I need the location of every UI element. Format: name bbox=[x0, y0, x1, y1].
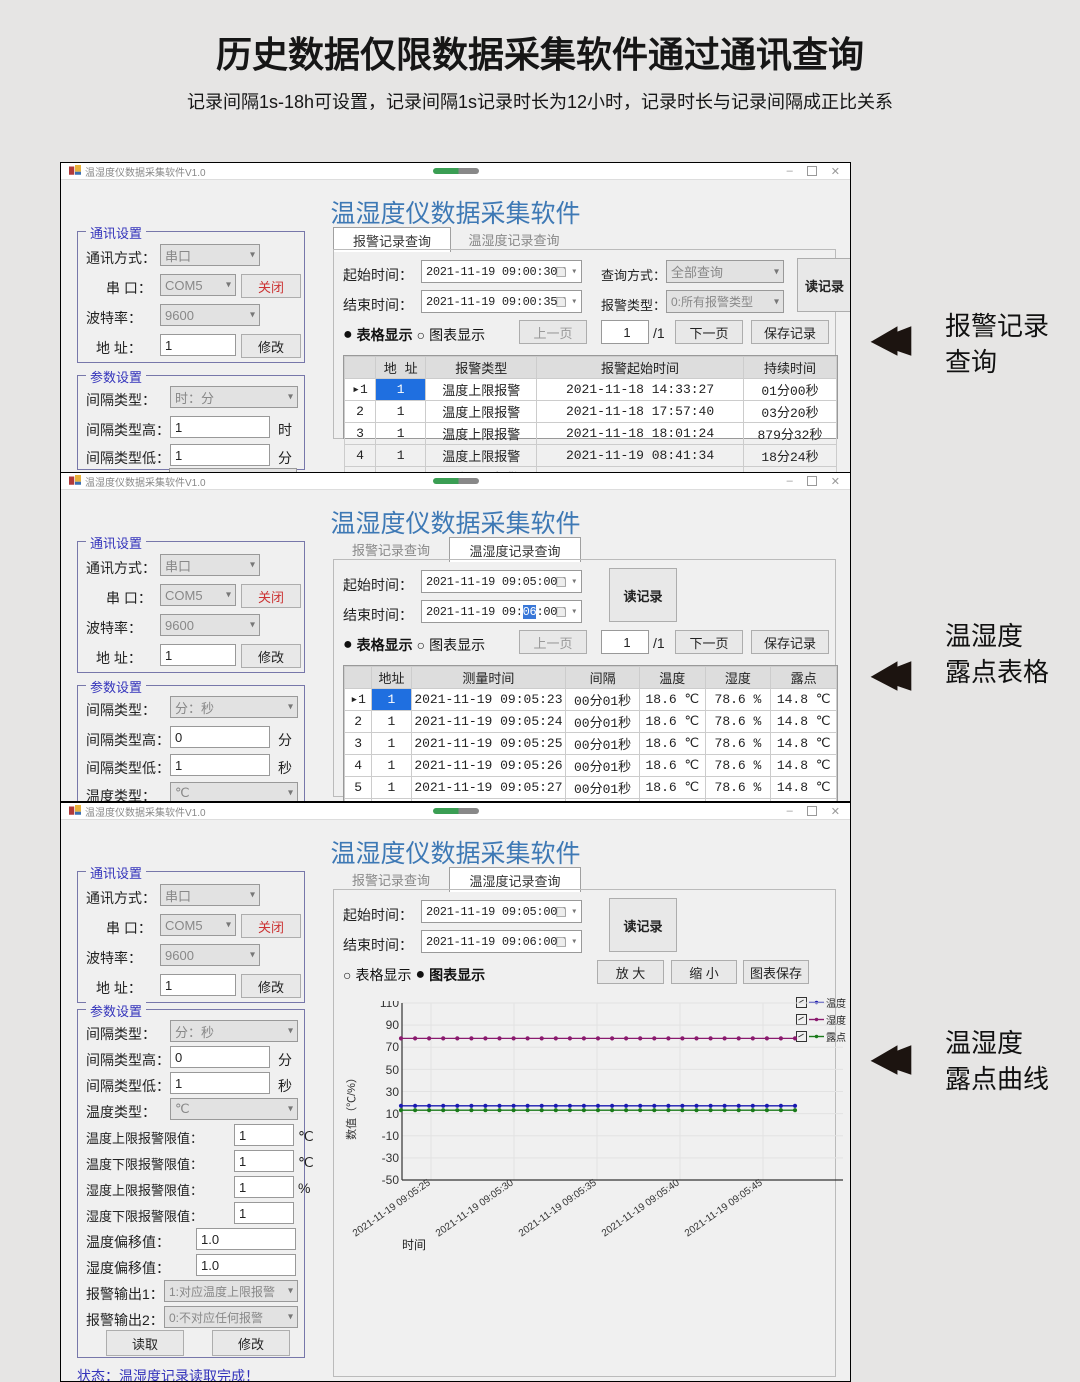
svg-text:10: 10 bbox=[386, 1107, 400, 1121]
svg-text:90: 90 bbox=[386, 1018, 400, 1032]
svg-text:70: 70 bbox=[386, 1040, 400, 1054]
svg-text:110: 110 bbox=[380, 1001, 399, 1010]
svg-text:2021-11-19 09:05:45: 2021-11-19 09:05:45 bbox=[683, 1177, 765, 1239]
svg-text:-10: -10 bbox=[382, 1129, 400, 1143]
svg-text:2021-11-19 09:05:40: 2021-11-19 09:05:40 bbox=[600, 1177, 682, 1239]
svg-text:2021-11-19 09:05:35: 2021-11-19 09:05:35 bbox=[517, 1177, 599, 1239]
svg-text:30: 30 bbox=[386, 1085, 400, 1099]
svg-text:2021-11-19 09:05:30: 2021-11-19 09:05:30 bbox=[434, 1177, 516, 1239]
svg-text:-50: -50 bbox=[382, 1173, 400, 1187]
svg-text:50: 50 bbox=[386, 1063, 400, 1077]
svg-text:-30: -30 bbox=[382, 1151, 400, 1165]
svg-text:时间: 时间 bbox=[402, 1238, 426, 1252]
svg-text:数值（℃/%）: 数值（℃/%） bbox=[345, 1072, 358, 1140]
